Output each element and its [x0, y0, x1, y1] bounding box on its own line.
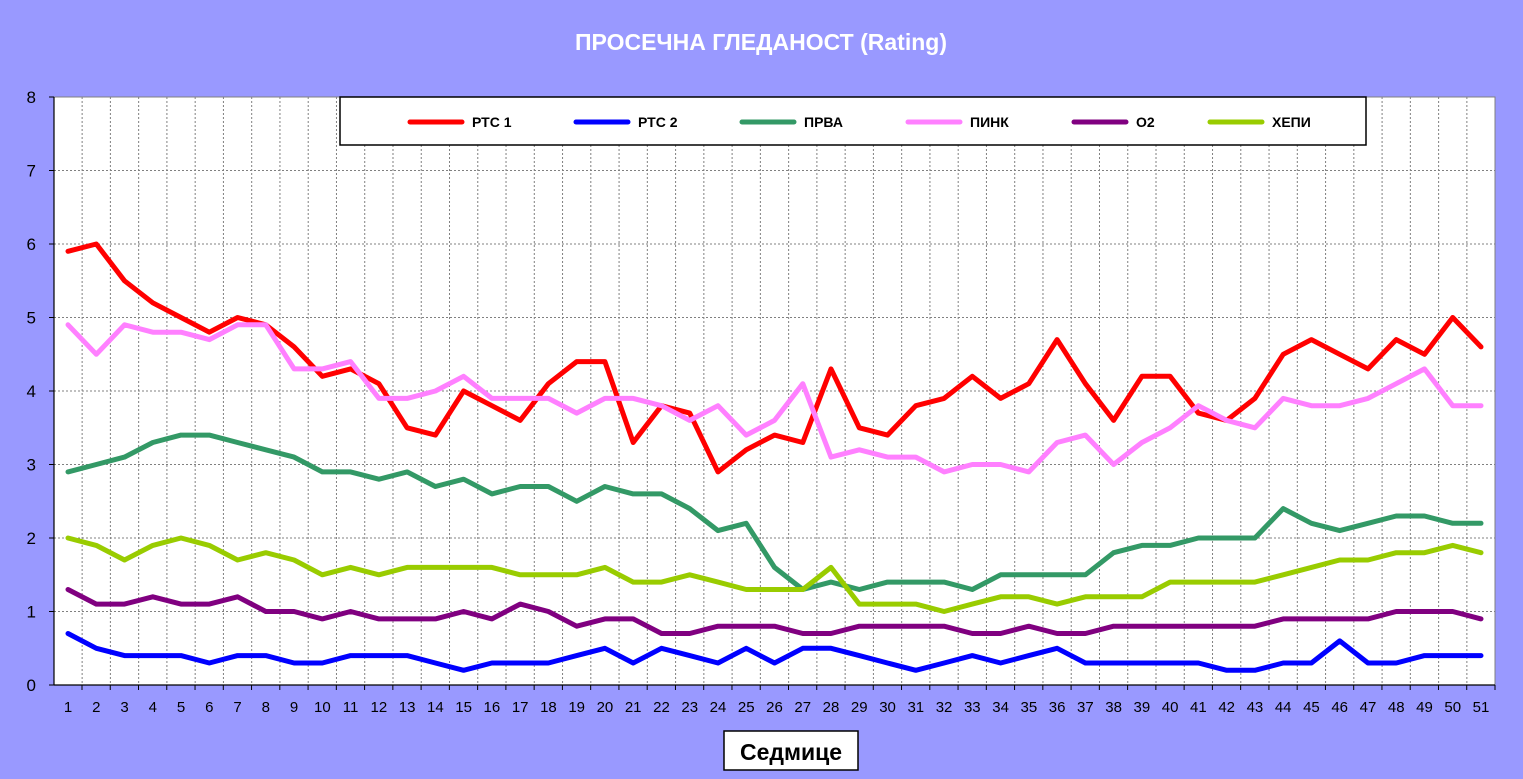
x-tick-label: 29: [851, 699, 868, 716]
x-tick-label: 9: [290, 699, 298, 716]
x-tick-label: 33: [964, 699, 981, 716]
x-tick-label: 51: [1473, 699, 1490, 716]
x-axis-label-box: Седмице: [723, 730, 859, 771]
series-line-1: [65, 241, 1484, 475]
legend-items: РТС 1 РТС 2 ПРВА ПИНК О2 ХЕПИ: [407, 114, 1311, 130]
x-axis-ticks: 1 2 3 4 5 6 7 8 9 10 11 12 13 14 15 16 17 18 19 20 21 22 23 24 2…: [64, 699, 1490, 716]
y-tick-label: 2: [27, 529, 36, 548]
x-tick-label: 7: [233, 699, 241, 716]
x-tick-label: 13: [399, 699, 416, 716]
x-tick-label: 34: [992, 699, 1009, 716]
y-tick-label: 8: [27, 88, 36, 107]
x-axis-label: Седмице: [740, 739, 842, 765]
legend-label: ПИНК: [970, 114, 1009, 130]
x-tick-label: 35: [1020, 699, 1037, 716]
x-tick-label: 37: [1077, 699, 1094, 716]
series-line-3: [65, 432, 1484, 592]
x-tick-label: 23: [681, 699, 698, 716]
x-tick-label: 46: [1331, 699, 1348, 716]
legend-box: [339, 96, 1367, 146]
x-tick-label: 3: [120, 699, 128, 716]
x-tick-label: 5: [177, 699, 185, 716]
x-tick-label: 4: [149, 699, 157, 716]
x-tick-label: 45: [1303, 699, 1320, 716]
x-tick-label: 31: [907, 699, 924, 716]
x-tick-label: 47: [1360, 699, 1377, 716]
x-tick-label: 50: [1444, 699, 1461, 716]
x-tick-label: 1: [64, 699, 72, 716]
grid-lines: [54, 97, 1495, 685]
y-tick-label: 7: [27, 162, 36, 181]
x-tick-label: 30: [879, 699, 896, 716]
y-tick-label: 3: [27, 456, 36, 475]
x-tick-label: 40: [1162, 699, 1179, 716]
legend-label: ПРВА: [804, 114, 843, 130]
series-line-6: [65, 535, 1484, 614]
x-tick-label: 26: [766, 699, 783, 716]
x-tick-label: 16: [484, 699, 501, 716]
y-tick-label: 4: [27, 382, 36, 401]
x-tick-label: 25: [738, 699, 755, 716]
x-tick-label: 27: [794, 699, 811, 716]
y-tick-label: 6: [27, 235, 36, 254]
x-tick-label: 39: [1134, 699, 1151, 716]
legend-label: О2: [1136, 114, 1155, 130]
axes: [49, 96, 1496, 690]
legend: РТС 1 РТС 2 ПРВА ПИНК О2 ХЕПИ: [339, 96, 1367, 146]
x-tick-label: 42: [1218, 699, 1235, 716]
x-tick-label: 15: [455, 699, 472, 716]
legend-label: РТС 1: [472, 114, 512, 130]
x-tick-label: 43: [1247, 699, 1264, 716]
x-tick-label: 41: [1190, 699, 1207, 716]
x-tick-label: 28: [823, 699, 840, 716]
x-tick-label: 32: [936, 699, 953, 716]
x-tick-label: 10: [314, 699, 331, 716]
x-tick-label: 44: [1275, 699, 1292, 716]
y-tick-label: 0: [27, 676, 36, 695]
x-tick-label: 6: [205, 699, 213, 716]
x-tick-label: 8: [262, 699, 270, 716]
x-tick-label: 49: [1416, 699, 1433, 716]
x-tick-label: 2: [92, 699, 100, 716]
x-tick-label: 24: [710, 699, 727, 716]
chart-title: ПРОСЕЧНА ГЛЕДАНОСТ (Rating): [575, 29, 947, 55]
x-tick-label: 22: [653, 699, 670, 716]
x-axis-label-frame: [723, 730, 859, 771]
series-line-2: [65, 631, 1484, 673]
y-axis-ticks: 0 1 2 3 4 5 6 7 8: [27, 88, 36, 695]
x-tick-label: 20: [597, 699, 614, 716]
x-tick-label: 14: [427, 699, 444, 716]
legend-label: РТС 2: [638, 114, 678, 130]
series-lines: [65, 241, 1484, 673]
x-tick-label: 18: [540, 699, 557, 716]
x-tick-label: 21: [625, 699, 642, 716]
x-tick-label: 48: [1388, 699, 1405, 716]
x-tick-label: 12: [371, 699, 388, 716]
x-tick-label: 17: [512, 699, 529, 716]
y-tick-label: 5: [27, 309, 36, 328]
x-tick-label: 11: [343, 699, 359, 716]
series-line-5: [65, 587, 1484, 636]
x-tick-label: 38: [1105, 699, 1122, 716]
x-tick-label: 19: [568, 699, 585, 716]
x-tick-label: 36: [1049, 699, 1066, 716]
series-line-4: [65, 322, 1484, 475]
legend-label: ХЕПИ: [1272, 114, 1311, 130]
y-tick-label: 1: [27, 603, 36, 622]
